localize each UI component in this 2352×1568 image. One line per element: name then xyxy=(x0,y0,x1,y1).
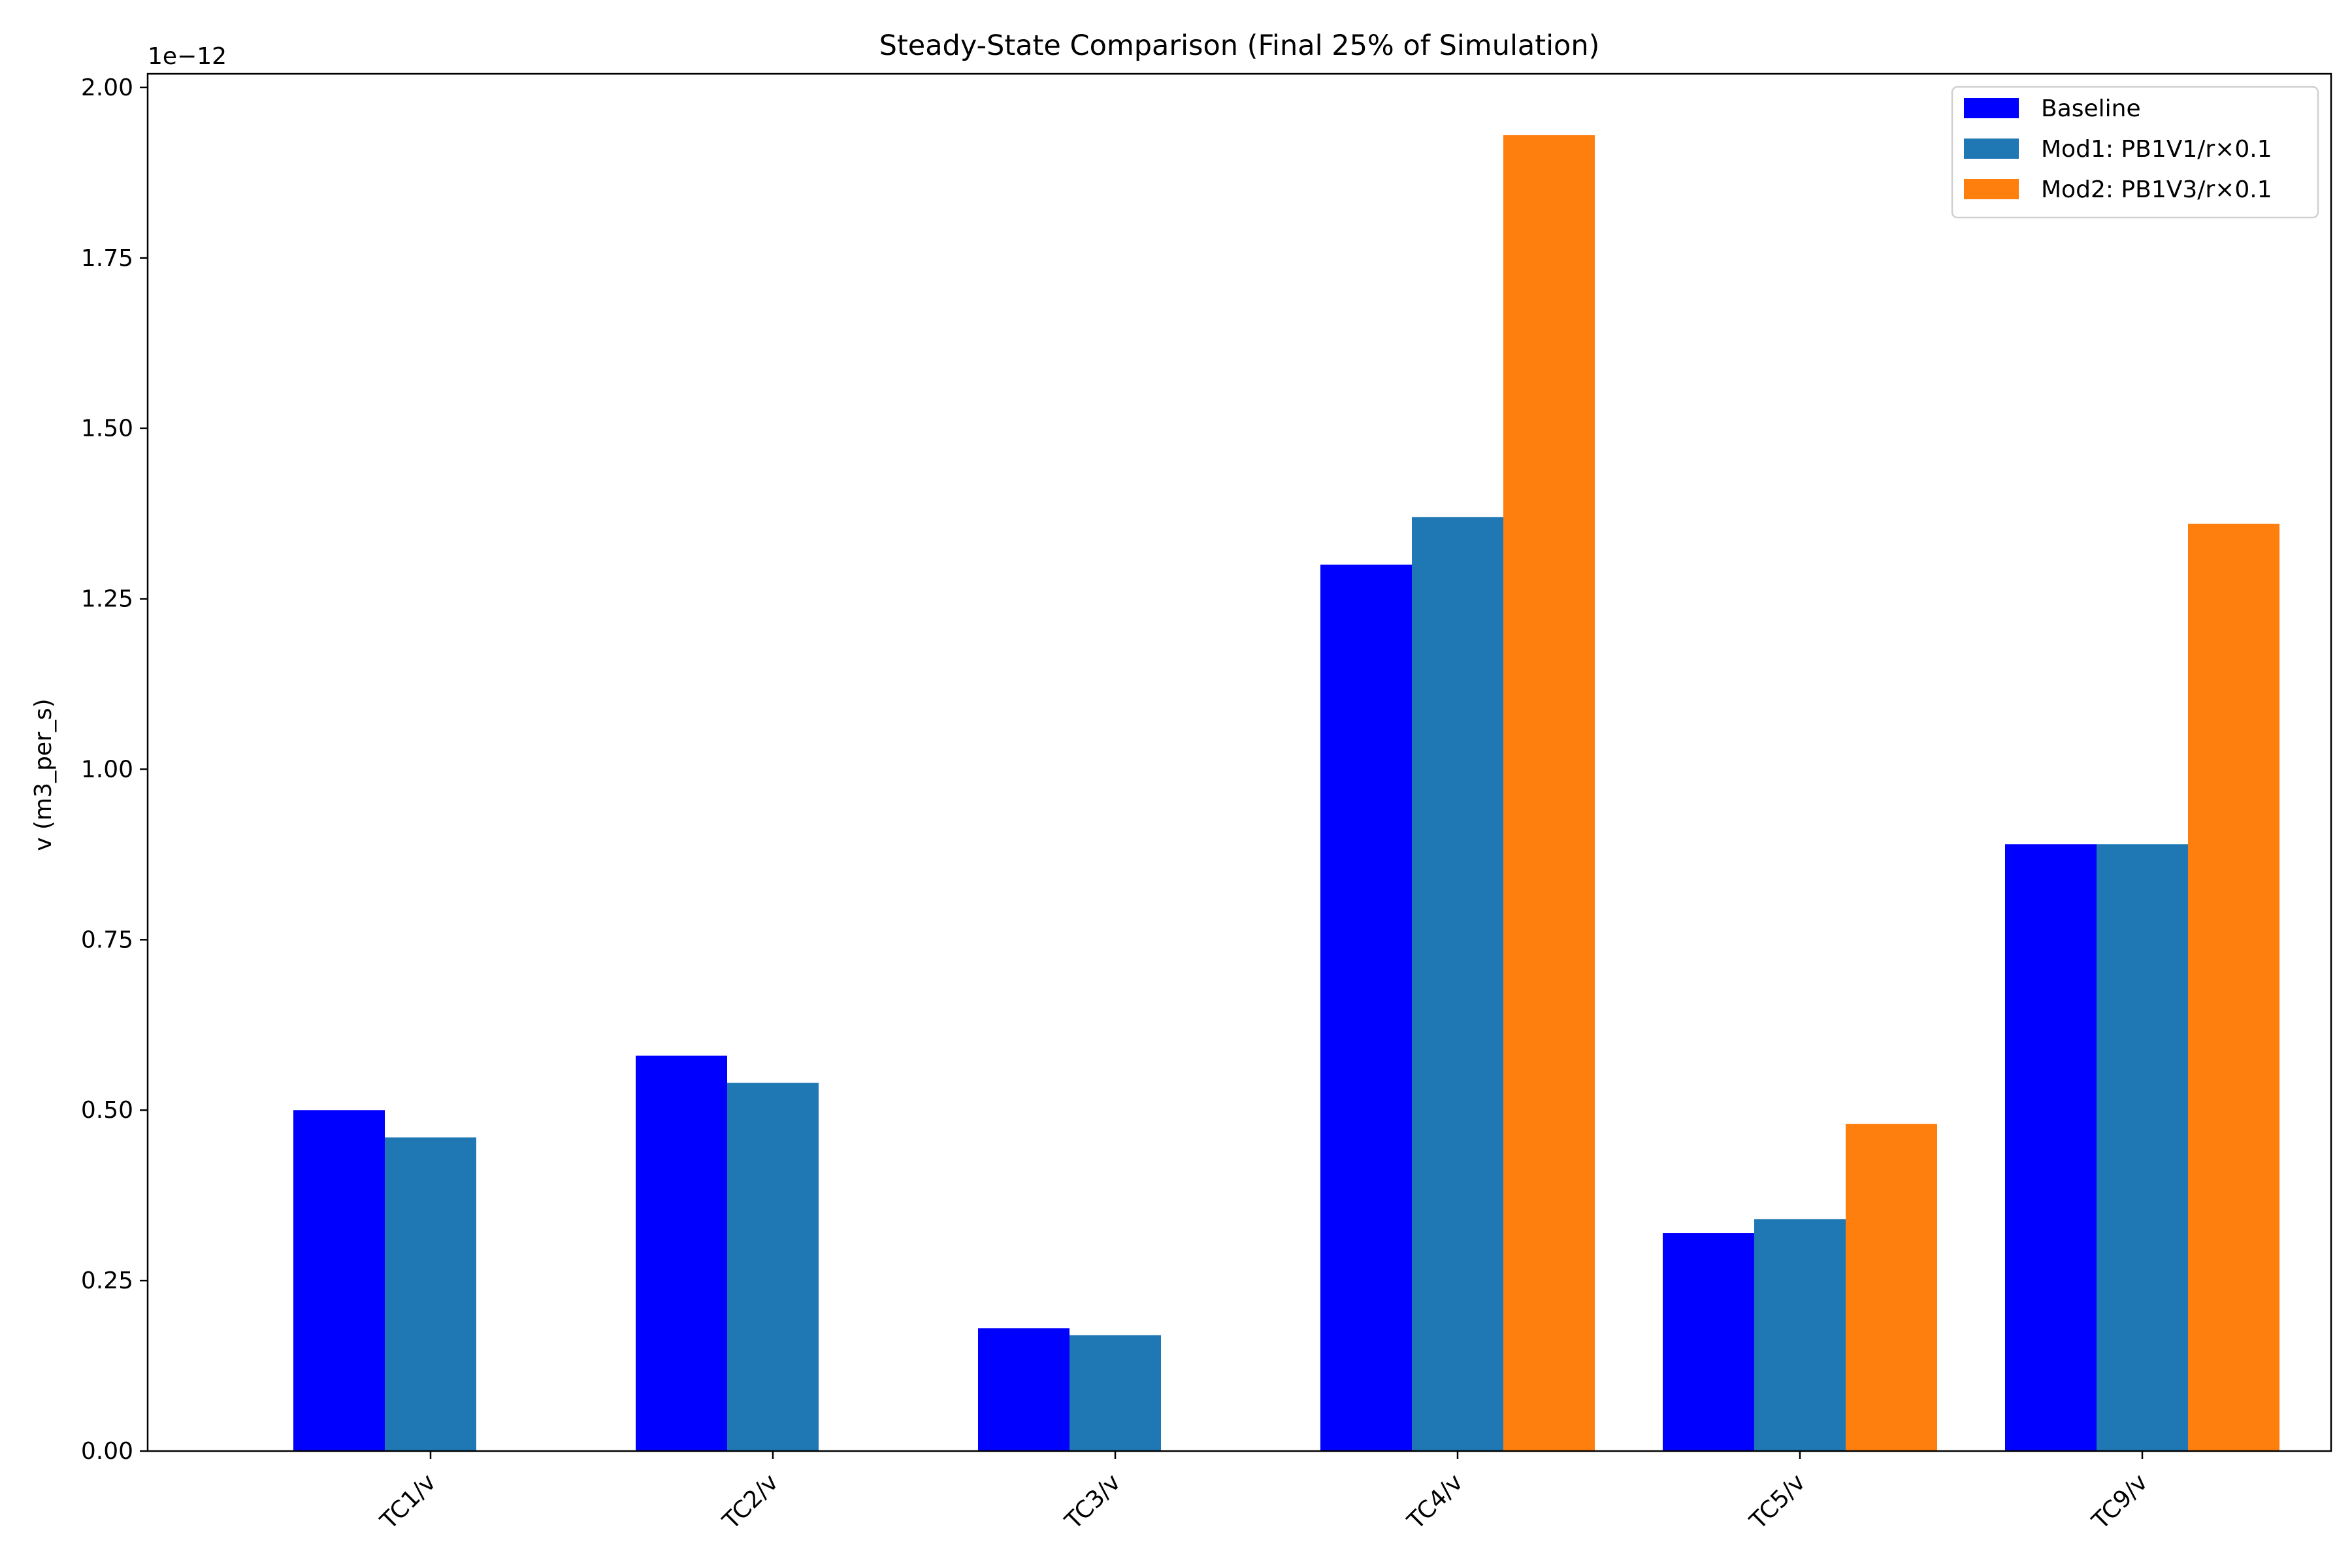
y-tick-label: 0.50 xyxy=(81,1097,133,1124)
legend-label-series-2: Mod1: PB1V1/r×0.1 xyxy=(2041,136,2272,163)
bar-tc4-v-series-3 xyxy=(1503,135,1595,1452)
legend-box xyxy=(1951,86,2319,219)
bar-tc4-v-series-2 xyxy=(1412,517,1503,1451)
bar-tc4-v-series-1 xyxy=(1320,564,1412,1451)
y-tick-label: 1.25 xyxy=(81,586,133,613)
plot-frame xyxy=(146,73,2332,1452)
bar-tc5-v-series-2 xyxy=(1754,1219,1846,1451)
legend-items: Baseline Mod1: PB1V1/r×0.1 Mod2: PB1V3/r×0… xyxy=(1964,95,2272,203)
y-axis-offset-label: 1e−12 xyxy=(148,43,227,70)
bar-tc5-v-series-1 xyxy=(1663,1233,1754,1451)
y-tick-label: 1.50 xyxy=(81,416,133,442)
legend-label-series-3: Mod2: PB1V3/r×0.1 xyxy=(2041,176,2272,203)
legend: Baseline Mod1: PB1V1/r×0.1 Mod2: PB1V3/r×0… xyxy=(1951,86,2319,219)
bar-tc1-v-series-2 xyxy=(385,1137,476,1451)
bar-tc3-v-series-1 xyxy=(978,1328,1070,1451)
y-tick-label: 0.75 xyxy=(81,926,133,953)
bar-tc9-v-series-1 xyxy=(2005,844,2097,1451)
y-tick-label: 0.00 xyxy=(81,1438,133,1465)
bar-tc5-v-series-3 xyxy=(1846,1124,1937,1451)
chart-title: Steady-State Comparison (Final 25% of Si… xyxy=(879,29,1600,62)
legend-swatch-series-1 xyxy=(1964,98,2019,118)
bar-tc1-v-series-1 xyxy=(293,1110,385,1451)
y-axis-label: v (m3_per_s) xyxy=(30,698,57,851)
bar-tc9-v-series-3 xyxy=(2188,523,2279,1452)
legend-label-series-1: Baseline xyxy=(2041,95,2141,122)
legend-swatch-series-3 xyxy=(1964,179,2019,199)
bar-tc2-v-series-1 xyxy=(636,1055,727,1451)
bar-tc3-v-series-2 xyxy=(1070,1335,1161,1451)
y-tick-label: 1.00 xyxy=(81,756,133,783)
bar-tc2-v-series-2 xyxy=(727,1083,819,1451)
bars-layer xyxy=(293,135,2279,1452)
y-tick-label: 1.75 xyxy=(81,245,133,272)
y-tick-label: 0.25 xyxy=(81,1267,133,1294)
legend-swatch-series-2 xyxy=(1964,139,2019,159)
bar-tc9-v-series-2 xyxy=(2097,844,2188,1451)
y-tick-label: 2.00 xyxy=(81,74,133,101)
